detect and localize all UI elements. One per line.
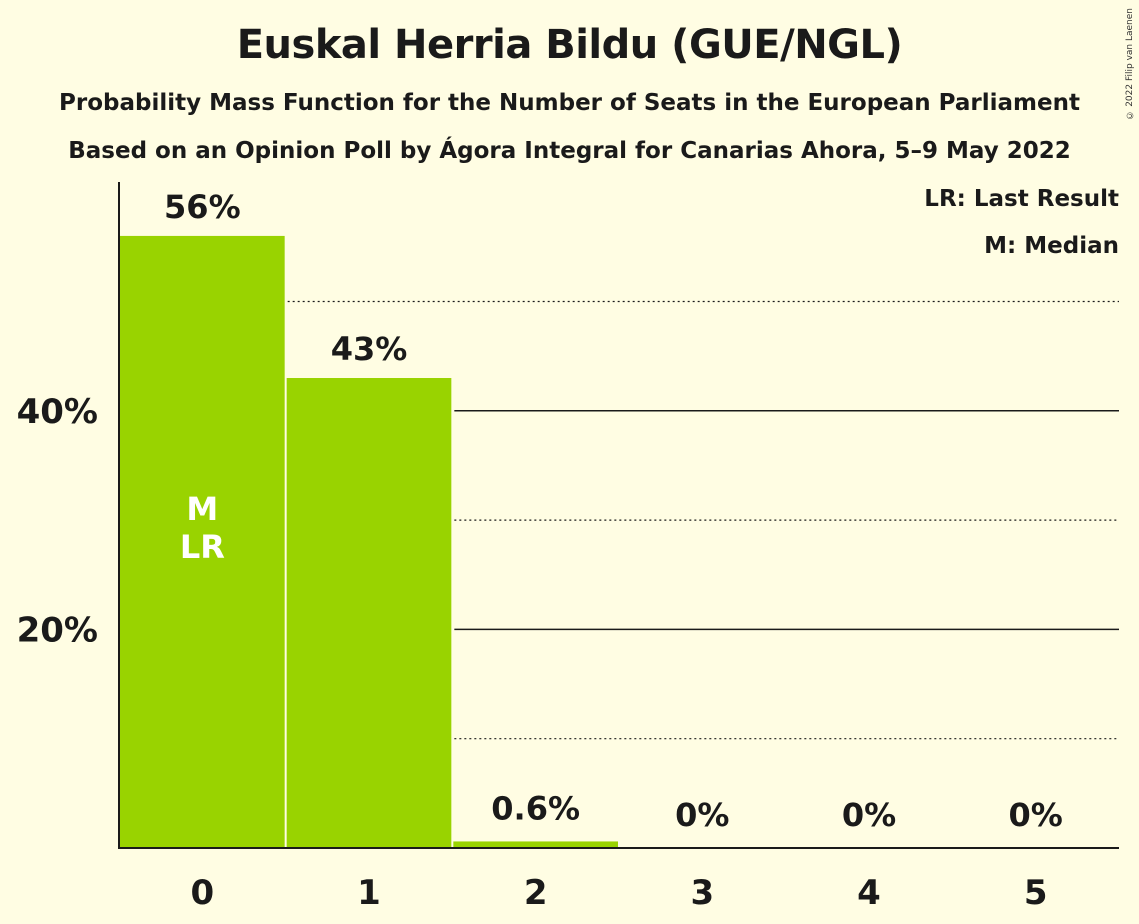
data-label-2: 0.6% (491, 789, 580, 827)
x-tick-label-2: 2 (524, 873, 548, 913)
data-label-4: 0% (842, 796, 896, 834)
y-tick-label-20: 20% (17, 610, 98, 650)
y-tick-label-40: 40% (17, 392, 98, 432)
marker-lr: LR (180, 528, 225, 566)
chart-source-note: Based on an Opinion Poll by Ágora Integr… (68, 138, 1071, 164)
chart-subtitle: Probability Mass Function for the Number… (59, 90, 1080, 116)
x-tick-label-5: 5 (1024, 873, 1048, 913)
x-tick-label-4: 4 (857, 873, 881, 913)
x-tick-label-3: 3 (690, 873, 714, 913)
bar-0 (120, 235, 285, 849)
marker-m: M (186, 490, 218, 528)
data-label-3: 0% (675, 796, 729, 834)
data-label-0: 56% (164, 188, 241, 226)
data-label-1: 43% (331, 330, 408, 368)
bar-2 (453, 841, 618, 848)
x-tick-label-0: 0 (190, 873, 214, 913)
legend-median: M: Median (984, 233, 1119, 259)
bar-1 (286, 378, 452, 848)
legend-last-result: LR: Last Result (924, 186, 1119, 212)
data-label-5: 0% (1009, 796, 1063, 834)
x-tick-label-1: 1 (357, 873, 381, 913)
chart-title: Euskal Herria Bildu (GUE/NGL) (236, 22, 903, 68)
